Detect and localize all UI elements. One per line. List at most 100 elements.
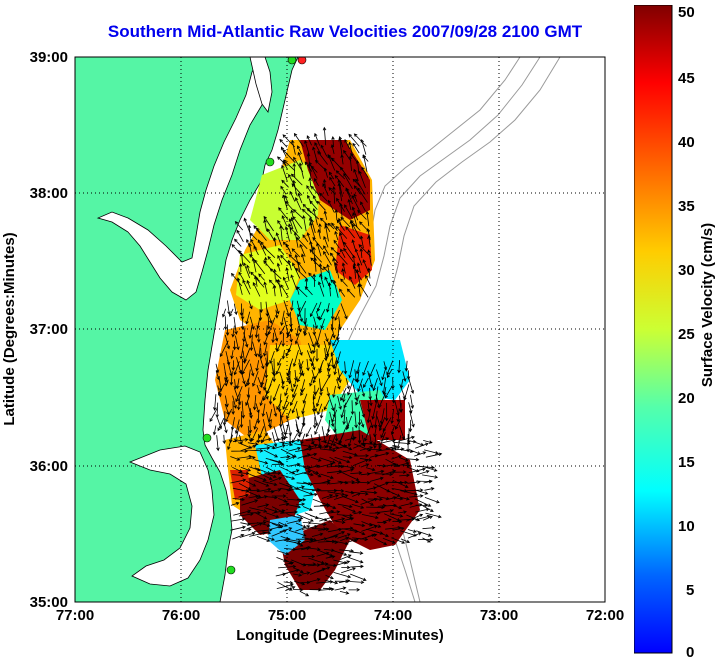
velocity-arrow: [263, 449, 279, 458]
velocity-arrow: [350, 400, 355, 415]
velocity-arrow: [358, 244, 372, 257]
velocity-arrow: [295, 326, 300, 337]
velocity-arrow: [384, 386, 393, 399]
velocity-arrow: [331, 222, 338, 232]
velocity-arrow: [372, 377, 378, 392]
velocity-arrow: [312, 369, 321, 384]
velocity-arrow: [227, 434, 233, 451]
velocity-arrow: [276, 583, 294, 589]
velocity-arrow: [396, 435, 402, 450]
velocity-arrow: [217, 418, 225, 432]
velocity-arrow: [373, 435, 377, 449]
velocity-arrow: [246, 369, 251, 386]
velocity-arrow: [404, 360, 409, 372]
velocity-arrow: [231, 449, 249, 453]
velocity-arrow: [291, 400, 298, 414]
velocity-arrow: [340, 166, 351, 180]
velocity-arrow: [222, 308, 227, 318]
velocity-arrow: [232, 497, 246, 502]
velocity-arrow: [340, 216, 351, 228]
velocity-arrow: [222, 434, 227, 445]
velocity-arrow: [234, 238, 242, 247]
velocity-arrow: [323, 399, 330, 411]
velocity-arrow: [295, 424, 300, 434]
velocity-arrow: [352, 142, 360, 154]
velocity-arrow: [256, 384, 261, 395]
velocity-arrow: [369, 393, 373, 407]
velocity-arrow: [290, 393, 297, 406]
velocity-arrow: [329, 434, 336, 450]
velocity-arrow: [306, 135, 312, 146]
velocity-arrow: [270, 488, 282, 492]
velocity-arrow: [422, 537, 431, 543]
velocity-arrow: [265, 512, 280, 519]
velocity-arrow: [263, 215, 274, 232]
velocity-arrow: [308, 332, 315, 348]
velocity-arrow: [225, 395, 229, 408]
velocity-arrow: [415, 503, 428, 508]
velocity-arrow: [334, 230, 339, 241]
velocity-arrow: [355, 394, 360, 406]
velocity-arrow: [320, 479, 331, 484]
velocity-arrow: [281, 333, 285, 347]
velocity-arrow: [309, 302, 318, 318]
velocity-arrow: [263, 472, 277, 478]
velocity-arrow: [342, 465, 355, 470]
velocity-arrow: [416, 470, 430, 475]
velocity-arrow: [271, 494, 287, 498]
velocity-arrow: [243, 217, 251, 234]
velocity-arrow: [238, 493, 249, 498]
velocity-arrow: [332, 279, 339, 298]
velocity-arrow: [273, 236, 277, 247]
velocity-arrow: [255, 437, 272, 443]
velocity-arrow: [361, 525, 378, 532]
velocity-arrow: [219, 340, 229, 358]
velocity-arrow: [352, 537, 369, 542]
velocity-arrow: [350, 564, 364, 569]
velocity-arrow: [246, 480, 257, 487]
velocity-arrow: [320, 144, 328, 157]
velocity-arrow: [232, 466, 243, 473]
velocity-arrow: [257, 343, 262, 358]
velocity-arrow: [296, 502, 306, 507]
velocity-arrow: [263, 281, 268, 295]
velocity-arrow: [336, 219, 345, 231]
velocity-arrow: [295, 525, 311, 532]
velocity-vectors: [209, 126, 443, 597]
velocity-arrow: [239, 411, 244, 429]
velocity-arrow: [257, 239, 267, 256]
velocity-arrow: [342, 506, 357, 513]
velocity-arrow: [334, 540, 349, 546]
velocity-arrow: [314, 132, 321, 146]
velocity-arrow: [279, 441, 294, 447]
velocity-arrow: [313, 332, 320, 349]
velocity-arrow: [335, 520, 346, 524]
velocity-arrow: [409, 410, 415, 428]
velocity-arrow: [384, 489, 401, 497]
velocity-arrow: [364, 426, 371, 442]
colorbar-tick: 5: [686, 582, 694, 599]
velocity-arrow: [249, 232, 258, 241]
velocity-arrow: [288, 530, 307, 537]
velocity-arrow: [269, 476, 283, 483]
velocity-arrow: [241, 400, 246, 419]
velocity-arrow: [331, 136, 335, 147]
velocity-arrow: [376, 416, 382, 429]
velocity-arrow: [277, 357, 282, 367]
x-tick: 77:00: [56, 607, 94, 624]
x-tick-labels: 77:00 76:00 75:00 74:00 73:00 72:00: [56, 607, 624, 624]
velocity-arrow: [339, 554, 352, 560]
velocity-arrow: [400, 490, 418, 496]
velocity-arrow: [248, 419, 253, 434]
velocity-arrow: [373, 481, 389, 489]
velocity-arrow: [354, 411, 358, 429]
velocity-arrow: [232, 533, 245, 540]
velocity-arrow: [369, 363, 376, 378]
velocity-arrow: [366, 505, 385, 510]
velocity-arrow: [337, 368, 342, 384]
velocity-arrow: [349, 573, 367, 582]
velocity-arrow: [376, 369, 383, 387]
albemarle-sound: [128, 445, 215, 587]
site-marker-red: [297, 57, 307, 65]
velocity-arrow: [286, 408, 292, 420]
